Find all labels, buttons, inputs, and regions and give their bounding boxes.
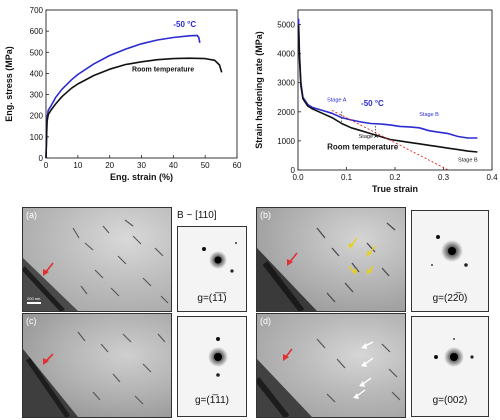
x-tick-label: 40: [169, 161, 178, 170]
legend-room-temperature: Room temperature: [132, 66, 194, 73]
series-line-room-temperature: [45, 57, 223, 159]
diffraction-pattern-c: g=(1̅11): [177, 316, 247, 417]
tem-image-b: (b): [256, 207, 406, 312]
series-line-cold: [45, 34, 201, 159]
tem-image-a: (a) 200 nm: [22, 207, 172, 312]
x-tick-label: 0.3: [438, 173, 450, 182]
y-tick-label: 0: [291, 166, 296, 175]
tem-texture-b: [257, 222, 396, 311]
x-tick-label: 0.2: [389, 173, 401, 182]
beam-direction: B ~ [110]: [177, 210, 217, 221]
annotation-stage-b-cold: Stage B: [419, 112, 439, 118]
tem-texture-d: [257, 338, 401, 417]
diffraction-pattern-b: g=(22̅0): [411, 210, 489, 312]
y-tick-label: 4000: [277, 50, 295, 59]
panel-label-a: (a): [26, 210, 37, 220]
x-tick-label: 30: [137, 161, 146, 170]
stage-reference-line: [331, 109, 449, 171]
g-vector-c: g=(1̅11): [194, 395, 229, 406]
diffraction-spots-a: [202, 242, 237, 273]
y-tick-label: 500: [30, 48, 44, 57]
x-tick-label: 50: [201, 161, 210, 170]
x-tick-label: 20: [105, 161, 114, 170]
y-tick-label: 3000: [277, 79, 295, 88]
x-axis-label: True strain: [372, 184, 418, 194]
y-tick-label: 400: [30, 69, 44, 78]
y-tick-label: 100: [30, 133, 44, 142]
x-tick-label: 0.0: [292, 173, 304, 182]
g-vector-d: g=(002): [432, 395, 468, 406]
scale-bar-label: 200 nm: [27, 296, 41, 301]
y-tick-label: 700: [30, 6, 44, 15]
plot-frame: [45, 9, 238, 159]
panel-label-c: (c): [26, 316, 37, 326]
y-tick-label: 200: [30, 112, 44, 121]
diffraction-spots-d: [434, 338, 474, 367]
y-tick-label: 5000: [277, 21, 295, 30]
annotation-stage-a-cold: Stage A: [327, 98, 347, 104]
y-tick-label: 600: [30, 27, 44, 36]
y-tick-label: 0: [39, 154, 44, 163]
tem-image-c: (c): [22, 313, 172, 418]
series-line-cold: [297, 18, 478, 139]
g-vector-b: g=(22̅0): [432, 293, 468, 304]
strain-hardening-chart: 0.0 0.1 0.2 0.3 0.4 0 1000 2000 3000 4000 5000 True…: [254, 9, 498, 194]
stress-strain-chart: 0 10 20 30 40 50 600100200300400500600700Eng. …: [4, 6, 242, 182]
x-tick-label: 10: [73, 161, 82, 170]
x-tick-label: 0.1: [341, 173, 353, 182]
y-axis-label: Eng. stress (MPa): [4, 46, 14, 122]
tem-texture-c: [23, 331, 166, 417]
x-tick-label: 0: [44, 161, 49, 170]
g-vector-a: g=(1̅1̅): [197, 293, 227, 304]
diffraction-spots-c: [208, 337, 228, 377]
x-tick-label: 0.4: [486, 173, 498, 182]
y-tick-label: 1000: [277, 137, 295, 146]
annotation-stage-a-rt: Stage A: [359, 134, 379, 140]
panel-label-d: (d): [260, 316, 271, 326]
y-axis-label: Strain hardening rate (MPa): [254, 31, 264, 149]
tem-texture-a: [23, 219, 169, 311]
panel-label-b: (b): [260, 210, 271, 220]
legend-cold: -50 °C: [173, 20, 196, 29]
x-axis-label: Eng. strain (%): [110, 172, 173, 182]
x-tick-label: 60: [233, 161, 242, 170]
diffraction-spots-b: [431, 235, 468, 267]
tem-image-d: (d): [256, 313, 406, 418]
legend-cold: -50 °C: [361, 99, 384, 108]
series-line-room-temperature: [297, 24, 478, 153]
y-tick-label: 2000: [277, 108, 295, 117]
y-tick-label: 300: [30, 91, 44, 100]
annotation-stage-b-rt: Stage B: [458, 157, 478, 163]
diffraction-pattern-d: g=(002): [411, 316, 489, 417]
legend-room-temperature: Room temperature: [327, 143, 399, 152]
diffraction-pattern-a: g=(1̅1̅): [177, 226, 247, 312]
